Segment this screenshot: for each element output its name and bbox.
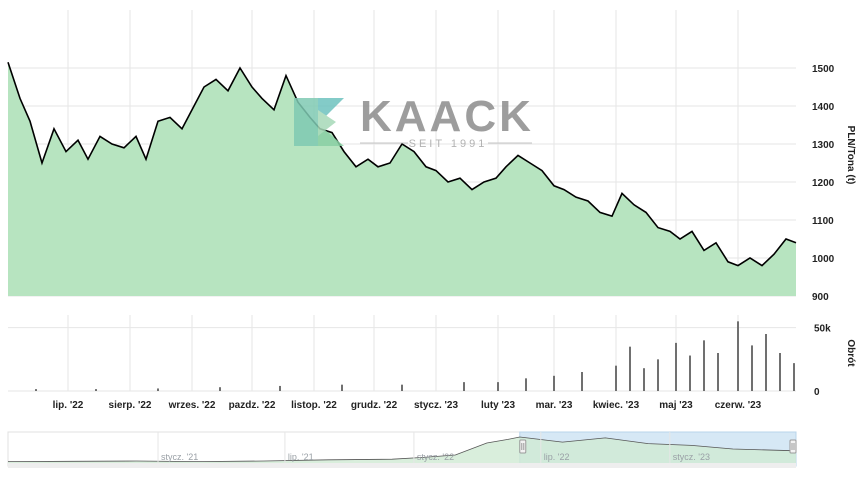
price-y-tick-label: 1300 [812,140,835,151]
x-axis: lip. '22 sierp. '22 wrzes. '22 pazdz. '22 li… [53,400,762,411]
volume-bar [629,346,631,391]
volume-y-axis: 0 50k [814,324,831,398]
price-y-tick-label: 1400 [812,102,835,113]
volume-y-tick-label: 50k [814,324,831,335]
price-area-fill [8,62,796,296]
volume-bar [751,345,753,391]
volume-bar [703,340,705,391]
x-tick-label: maj '23 [659,400,693,411]
handle-grip-icon [789,439,797,454]
volume-bar [95,389,97,391]
kaack-logo-icon [294,98,344,146]
volume-bar [553,375,555,391]
volume-grid [8,315,796,392]
navigator-tick-label: stycz. '21 [161,452,198,462]
volume-bar [157,388,159,391]
volume-y-axis-title: Obrót [845,339,856,367]
volume-bar [401,384,403,391]
x-tick-label: grudz. '22 [351,400,398,411]
volume-y-tick-label: 0 [814,387,820,398]
volume-bar [341,384,343,391]
price-y-tick-label: 1100 [812,216,834,227]
volume-bar [35,389,37,391]
price-y-tick-label: 1000 [812,254,835,265]
watermark-brand: KAACK [360,92,534,141]
volume-bar [779,353,781,391]
watermark-tagline: SEIT 1991 [409,138,488,150]
price-y-tick-label: 900 [812,292,829,303]
x-tick-label: kwiec. '23 [593,400,640,411]
volume-bar [765,334,767,391]
volume-bar [615,365,617,391]
volume-bar [737,321,739,391]
volume-bar [689,355,691,391]
handle-grip-icon [519,439,527,454]
navigator-x-axis: stycz. '21 lip. '21 stycz. '22 lip. '22 styc… [157,432,710,466]
volume-bar [675,342,677,391]
volume-bar [581,372,583,391]
navigator-tick-label: stycz. '22 [417,452,454,462]
navigator-area-fill [8,437,796,464]
volume-bar [657,359,659,391]
x-tick-label: czerw. '23 [715,400,762,411]
navigator-series-line [7,436,797,463]
navigator-tick-label: lip. '22 [544,452,570,462]
x-tick-label: stycz. '23 [414,400,459,411]
x-tick-label: wrzes. '22 [168,400,216,411]
navigator[interactable]: stycz. '21 lip. '21 stycz. '22 lip. '22 styc… [7,431,797,468]
volume-bar [525,378,527,391]
volume-bar [219,387,221,391]
navigator-scrollbar[interactable] [8,463,796,468]
navigator-left-handle[interactable] [519,439,527,454]
x-tick-label: sierp. '22 [109,400,152,411]
price-series-line [7,62,797,267]
volume-bar [643,368,645,391]
price-y-tick-label: 1500 [812,64,835,75]
x-tick-label: luty '23 [481,400,515,411]
volume-bar [279,385,281,391]
price-y-tick-label: 1200 [812,178,835,189]
watermark: KAACK SEIT 1991 [294,92,534,150]
x-tick-label: lip. '22 [53,400,84,411]
volume-bar [497,382,499,391]
volume-bar [463,382,465,391]
x-tick-label: pazdz. '22 [229,400,276,411]
volume-bar [793,363,795,391]
navigator-tick-label: stycz. '23 [673,452,710,462]
x-tick-label: mar. '23 [536,400,573,411]
x-tick-label: listop. '22 [291,400,337,411]
volume-bar [717,353,719,391]
volume-bars [35,321,795,391]
price-y-axis: 900 1000 1100 1200 1300 1400 1500 [812,64,835,303]
navigator-right-handle[interactable] [789,439,797,454]
price-y-axis-title: PLN/Tona (t) [845,126,856,185]
navigator-tick-label: lip. '21 [288,452,314,462]
